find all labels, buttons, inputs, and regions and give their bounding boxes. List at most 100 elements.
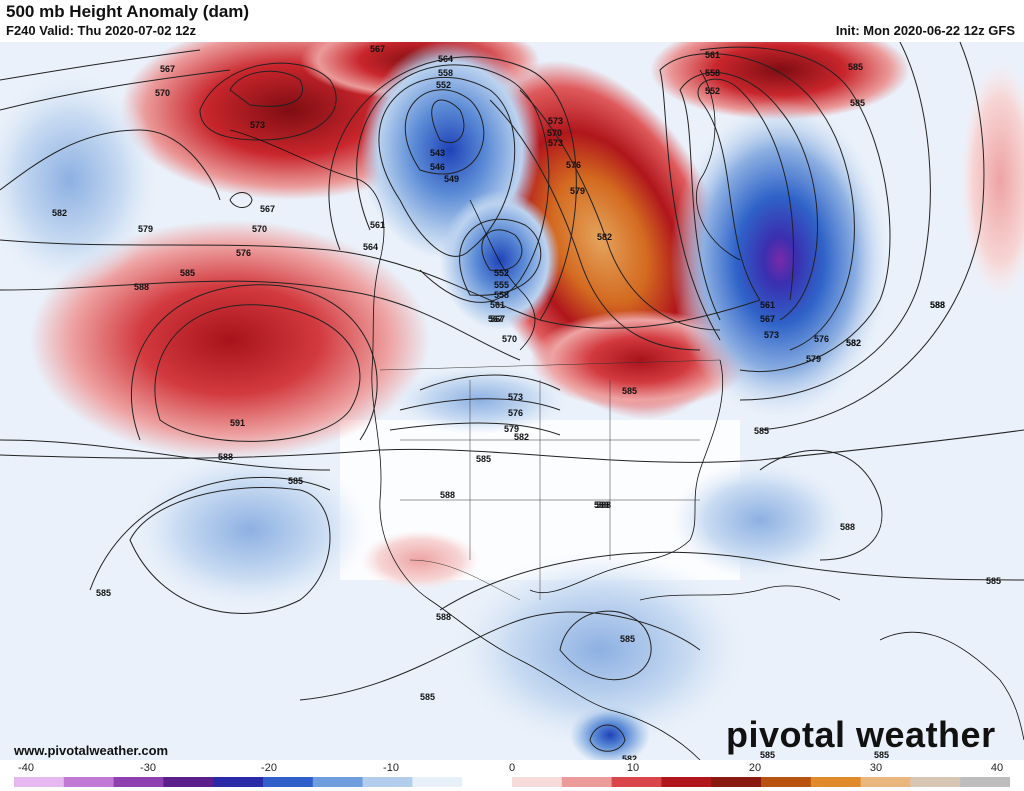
contour-line <box>759 449 883 561</box>
contour-label: 573 <box>548 138 563 148</box>
contour-label: 588 <box>930 300 945 310</box>
contour-label: 585 <box>874 750 889 760</box>
contour-label: 552 <box>494 268 509 278</box>
greenland-outline <box>696 69 741 261</box>
coastlines <box>229 69 1024 760</box>
contour-label: 570 <box>252 224 267 234</box>
contour-label: 585 <box>420 692 435 702</box>
colorbar-segment <box>213 777 264 787</box>
contour-line <box>299 611 701 701</box>
contour-line <box>589 724 626 752</box>
contour-label: 573 <box>250 120 265 130</box>
contour-label: 579 <box>570 186 585 196</box>
us-mexico-border <box>409 559 521 601</box>
alaska-outline <box>229 129 385 261</box>
colorbar-segment <box>163 777 214 787</box>
contour-label: 585 <box>754 426 769 436</box>
colorbar-segment <box>412 777 463 787</box>
contour-label: 573 <box>764 330 779 340</box>
colorbar-tick: -10 <box>383 762 399 774</box>
colorbar-tick: 40 <box>990 762 1004 774</box>
colorbar-labels: -40 -30 -20 -10 0 10 20 30 40 <box>0 762 1024 776</box>
contour-line <box>199 62 337 141</box>
colorbar-segment <box>14 777 65 787</box>
contour-line <box>739 42 931 401</box>
contour-label: 555 <box>494 280 509 290</box>
contour-label: 579 <box>806 354 821 364</box>
chart-title: 500 mb Height Anomaly (dam) <box>6 2 250 21</box>
colorbar-segment <box>910 777 961 787</box>
state-borders <box>400 380 700 600</box>
header: 500 mb Height Anomaly (dam) F240 Valid: … <box>0 0 1024 42</box>
contour-label: 576 <box>814 334 829 344</box>
colorbar-segment <box>810 777 862 787</box>
contour-label: 567 <box>488 314 503 324</box>
mexico-anomaly <box>360 530 480 590</box>
colorbar-tick: -30 <box>140 762 156 774</box>
colorbar-segment <box>661 777 712 787</box>
website-url: www.pivotalweather.com <box>14 743 169 758</box>
contour-label: 573 <box>548 116 563 126</box>
greenland-ridge-anomaly <box>650 42 910 120</box>
contour-label: 567 <box>370 44 385 54</box>
anomaly-map: 567 564 558 552 561 558 552 567 570 573 … <box>0 42 1024 760</box>
map-svg: 567 564 558 552 561 558 552 567 570 573 … <box>0 42 1024 760</box>
east-atlantic-anomaly <box>960 60 1024 300</box>
contour-line <box>129 487 331 614</box>
colorbar-segment <box>263 777 314 787</box>
central-america-low-anomaly <box>570 705 650 760</box>
colorbar-segment <box>711 777 762 787</box>
contour-line <box>679 72 818 321</box>
contour-label: 561 <box>370 220 385 230</box>
contour-label: 570 <box>547 128 562 138</box>
contour-label: 558 <box>705 68 720 78</box>
contour-line <box>0 129 221 201</box>
colorbar-segment <box>860 777 911 787</box>
contour-label: 576 <box>236 248 251 258</box>
contour-line <box>659 53 855 351</box>
us-canada-border <box>379 359 721 371</box>
contour-label: 588 <box>440 490 455 500</box>
contour-label: 549 <box>444 174 459 184</box>
pivotal-weather-logo: pivotal weather <box>726 714 996 755</box>
subtropic-atlantic-anomaly <box>670 460 850 580</box>
colorbar <box>14 777 1010 787</box>
contour-labels: 567 564 558 552 561 558 552 567 570 573 … <box>52 44 1001 760</box>
contour-label: 558 <box>494 290 509 300</box>
contour-label: 546 <box>430 162 445 172</box>
contour-label: 588 <box>930 300 945 310</box>
cuba-outline <box>639 585 841 601</box>
contour-line <box>389 422 561 436</box>
contour-label: 558 <box>438 68 453 78</box>
contour-label: 585 <box>760 750 775 760</box>
contour-line <box>0 239 761 329</box>
contour-line <box>431 99 465 144</box>
contour-label: 585 <box>96 588 111 598</box>
contour-label: 588 <box>218 452 233 462</box>
contour-label: 585 <box>180 268 195 278</box>
colorbar-segment <box>512 777 563 787</box>
contour-label: 567 <box>490 314 505 324</box>
colorbar-segment <box>761 777 812 787</box>
colorbar-tick: -20 <box>261 762 277 774</box>
contour-label: 588 <box>134 282 149 292</box>
contour-label: 588 <box>840 522 855 532</box>
contour-line <box>519 89 721 331</box>
contour-label: 576 <box>566 160 581 170</box>
east-coast-outline <box>529 359 724 594</box>
contour-line <box>481 229 523 272</box>
contour-line <box>154 304 361 442</box>
contour-label: 573 <box>508 392 523 402</box>
anomaly-shading <box>0 42 1024 760</box>
contour-line <box>559 610 652 680</box>
contour-label: 585 <box>620 634 635 644</box>
hudson-bay-outline <box>469 199 536 351</box>
contour-label: 579 <box>504 424 519 434</box>
contour-line <box>399 398 561 411</box>
contour-label: 585 <box>288 476 303 486</box>
contour-line <box>759 42 985 431</box>
contour-line <box>439 551 1024 611</box>
contour-line <box>419 374 561 391</box>
contour-label: 567 <box>160 64 175 74</box>
political-borders <box>379 359 721 601</box>
